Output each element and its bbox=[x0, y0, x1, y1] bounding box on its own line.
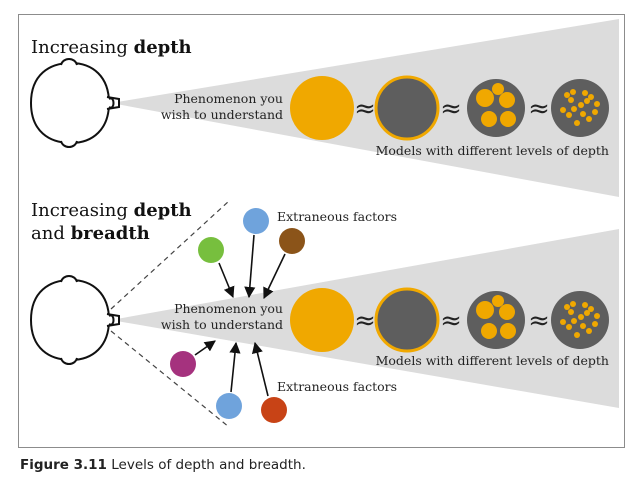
top-approx-3: ≈ bbox=[528, 94, 550, 124]
top-head-icon bbox=[29, 58, 120, 148]
bottom-approx-3: ≈ bbox=[528, 306, 550, 336]
bottom-models-label: Models with different levels of depth bbox=[376, 353, 609, 368]
top-approx-1: ≈ bbox=[354, 94, 376, 124]
bottom-view-cone bbox=[111, 229, 619, 408]
breadth-dash-bottom bbox=[110, 330, 230, 428]
top-title: Increasing depth bbox=[31, 37, 192, 58]
arrow-blue-top bbox=[244, 234, 256, 299]
bottom-panel: Increasing depth and breadth Extraneous … bbox=[29, 200, 619, 428]
factor-blue-top bbox=[243, 208, 269, 234]
top-panel: Increasing depth Phenomenon you wish to … bbox=[29, 19, 619, 197]
factor-red bbox=[261, 397, 287, 423]
bottom-model-solid bbox=[374, 287, 440, 353]
top-models-label: Models with different levels of depth bbox=[376, 143, 609, 158]
arrow-brown bbox=[263, 253, 286, 300]
top-model-coarse bbox=[467, 79, 525, 137]
factor-brown bbox=[279, 228, 305, 254]
bottom-title-line1: Increasing depth bbox=[31, 200, 192, 221]
arrow-green bbox=[218, 262, 235, 299]
figure-frame: Increasing depth Phenomenon you wish to … bbox=[18, 14, 625, 448]
top-model-fine bbox=[551, 79, 609, 137]
factor-arrows bbox=[194, 234, 286, 397]
top-phenomenon-circle bbox=[290, 76, 354, 140]
bottom-approx-2: ≈ bbox=[440, 306, 462, 336]
figure-caption: Figure 3.11 Levels of depth and breadth. bbox=[20, 457, 306, 473]
bottom-phenomenon-circle bbox=[290, 288, 354, 352]
top-approx-2: ≈ bbox=[440, 94, 462, 124]
arrow-magenta bbox=[194, 340, 216, 356]
bottom-approx-1: ≈ bbox=[354, 306, 376, 336]
top-phenomenon-line1: Phenomenon you bbox=[174, 91, 283, 106]
bottom-title-line2: and breadth bbox=[31, 223, 150, 244]
top-view-cone bbox=[111, 19, 619, 197]
caption-label: Figure 3.11 bbox=[20, 457, 107, 473]
arrow-blue-bottom bbox=[229, 341, 241, 393]
arrow-red bbox=[251, 341, 269, 397]
factor-green bbox=[198, 237, 224, 263]
factor-magenta bbox=[170, 351, 196, 377]
extraneous-factors-bottom: Extraneous factors bbox=[277, 379, 397, 394]
bottom-model-fine bbox=[551, 291, 609, 349]
depth-breadth-diagram: Increasing depth Phenomenon you wish to … bbox=[29, 19, 619, 428]
top-model-solid bbox=[374, 75, 440, 141]
bottom-head-icon bbox=[29, 275, 120, 365]
bottom-phenomenon-line2: wish to understand bbox=[161, 317, 283, 332]
top-phenomenon-line2: wish to understand bbox=[161, 107, 283, 122]
factor-blue-bottom bbox=[216, 393, 242, 419]
bottom-model-coarse bbox=[467, 291, 525, 349]
extraneous-factors-top: Extraneous factors bbox=[277, 209, 397, 224]
bottom-phenomenon-line1: Phenomenon you bbox=[174, 301, 283, 316]
caption-text: Levels of depth and breadth. bbox=[106, 457, 306, 473]
